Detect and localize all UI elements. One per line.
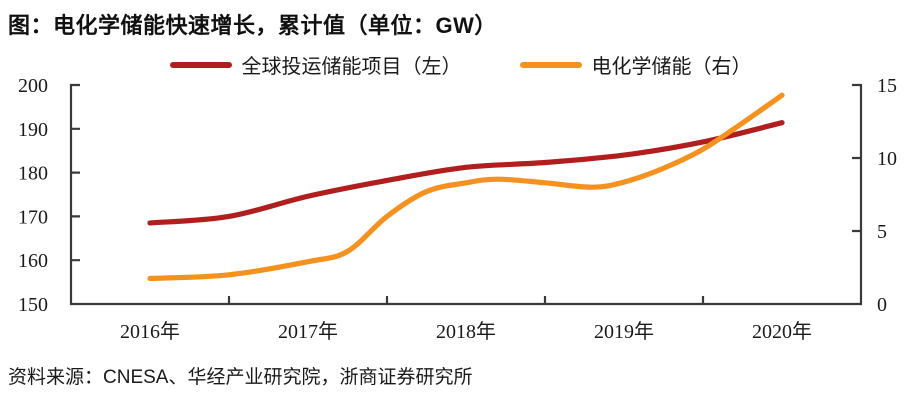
- series-line-global-storage: [147, 120, 785, 226]
- legend-swatch-electrochemical: [519, 61, 582, 68]
- source-note: 资料来源：CNESA、华经产业研究院，浙商证券研究所: [8, 367, 473, 388]
- series-line-electrochemical: [147, 92, 785, 282]
- y-left-tick-label: 190: [18, 119, 48, 141]
- y-left-tick-label: 200: [18, 75, 48, 97]
- legend-label-global-storage: 全球投运储能项目（左）: [241, 56, 462, 78]
- chart-legend: 全球投运储能项目（左） 电化学储能（右）: [0, 50, 921, 79]
- legend-swatch-global-storage: [169, 61, 232, 68]
- y-left-tick-label: 180: [18, 163, 48, 185]
- chart-title: 图：电化学储能快速增长，累计值（单位：GW）: [8, 13, 497, 38]
- x-axis-label: 2017年: [278, 320, 338, 343]
- legend-item-electrochemical: 电化学储能（右）: [519, 50, 752, 79]
- x-axis-label: 2018年: [436, 320, 496, 343]
- x-axis-label: 2019年: [594, 320, 654, 343]
- y-right-tick-label: 5: [877, 221, 887, 243]
- legend-label-electrochemical: 电化学储能（右）: [591, 56, 752, 78]
- y-left-tick-label: 170: [18, 206, 48, 228]
- y-left-tick-label: 150: [18, 294, 48, 316]
- y-right-tick-label: 0: [877, 294, 887, 316]
- legend-item-global-storage: 全球投运储能项目（左）: [169, 50, 462, 79]
- y-left-tick-label: 160: [18, 250, 48, 272]
- y-right-tick-label: 15: [877, 75, 897, 97]
- y-right-tick-label: 10: [877, 148, 897, 170]
- chart-axes: [69, 83, 863, 306]
- x-axis-label: 2020年: [752, 320, 812, 343]
- x-axis-label: 2016年: [120, 320, 180, 343]
